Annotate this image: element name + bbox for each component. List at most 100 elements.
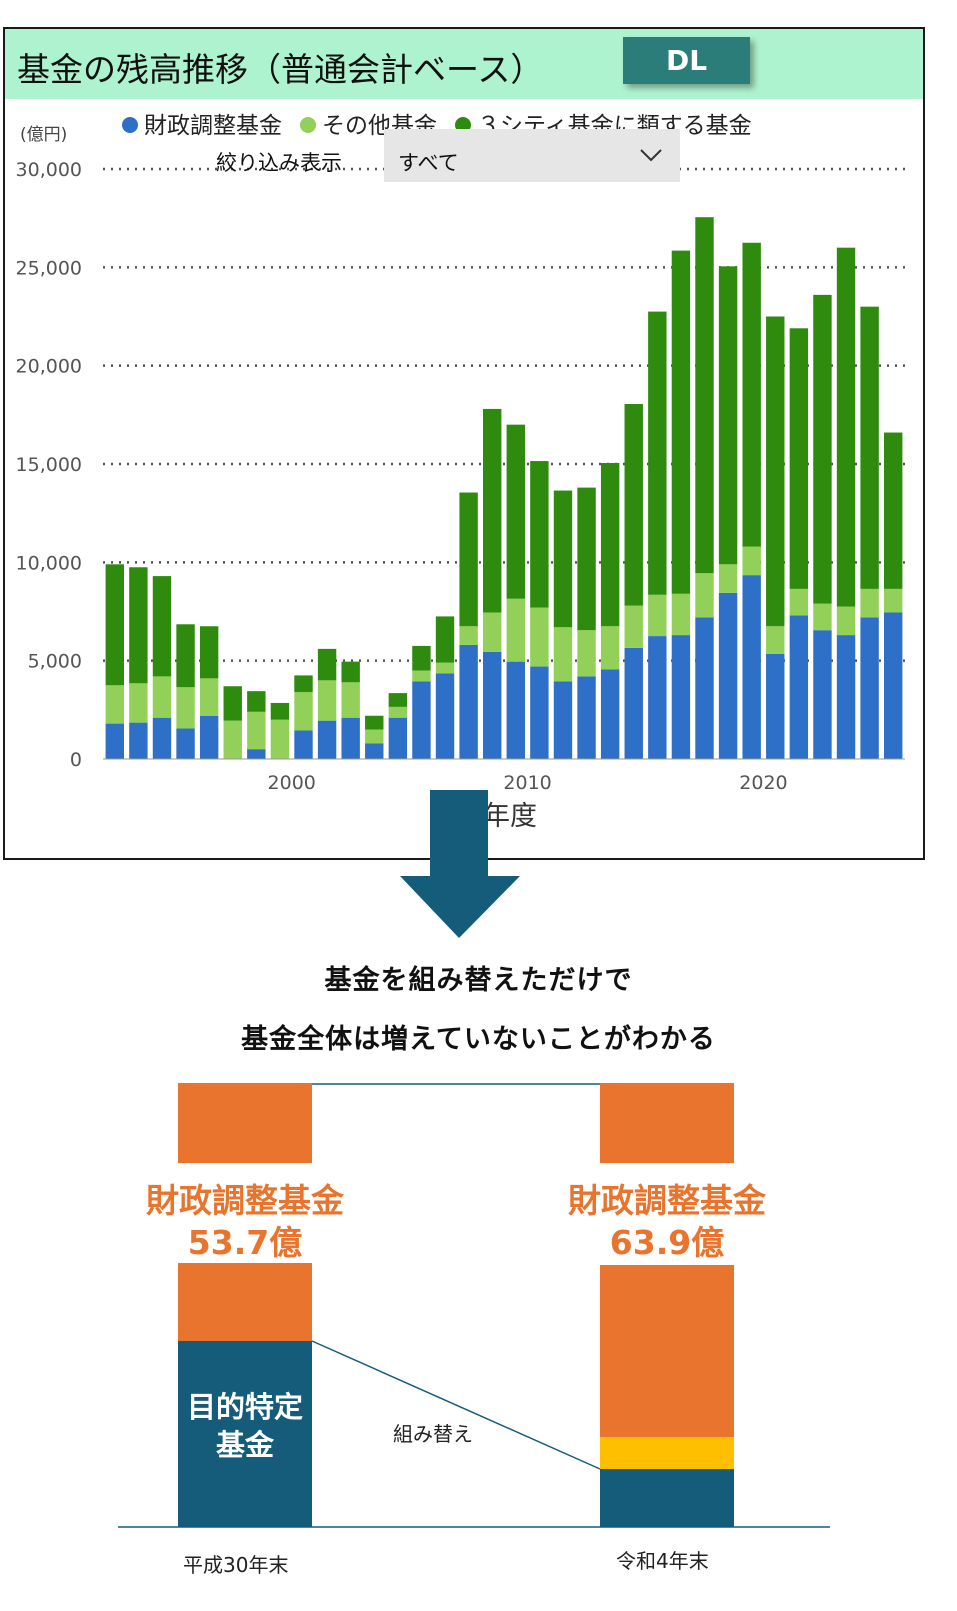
bar-segment — [223, 686, 242, 721]
bar-segment — [388, 706, 408, 718]
bar-segment — [742, 575, 761, 759]
bar-segment — [459, 492, 478, 627]
x-tick-label: 2000 — [268, 772, 316, 794]
bar-segment — [341, 661, 360, 683]
target-fund-label-line: 目的特定 — [186, 1390, 303, 1424]
bar-segment — [789, 588, 809, 616]
bar-segment — [671, 593, 691, 636]
bar-segment — [152, 676, 172, 718]
right-orange-top — [600, 1083, 734, 1163]
panel-title-bar: 基金の残高推移（普通会計ベース） DL — [5, 29, 923, 99]
bar-segment — [742, 546, 761, 576]
y-tick-label: 30,000 — [16, 159, 82, 181]
x-axis-label: 年度 — [483, 801, 537, 832]
bar-segment — [836, 635, 856, 759]
bar-segment — [129, 722, 148, 759]
x-tick-label: 2010 — [503, 772, 551, 794]
bar-segment — [317, 648, 337, 681]
bar-segment — [176, 687, 195, 729]
left-period-label: 平成30年末 — [183, 1553, 289, 1577]
bar-segment — [388, 693, 408, 707]
bar-segment — [884, 588, 903, 613]
bar-segment — [223, 720, 242, 759]
bar-segment — [247, 691, 266, 712]
bar-segment — [884, 432, 903, 589]
swap-connector-line — [311, 1340, 601, 1470]
bar-segment — [270, 719, 290, 759]
bar-segment — [789, 615, 809, 759]
left-overlay-label: 財政調整基金 53.7億 — [100, 1180, 390, 1264]
bar-segment — [199, 626, 219, 679]
bar-segment — [624, 605, 643, 648]
bar-segment — [412, 681, 431, 759]
left-overlay-value: 53.7億 — [187, 1223, 303, 1262]
swap-label: 組み替え — [393, 1422, 473, 1446]
y-tick-label: 0 — [70, 749, 82, 771]
bar-segment — [600, 626, 620, 670]
bar-segment — [294, 692, 313, 731]
bar-segment — [766, 653, 785, 759]
bar-segment — [718, 266, 738, 565]
bar-segment — [860, 588, 879, 618]
bar-segment — [671, 635, 691, 759]
bar-segment — [247, 711, 266, 750]
bar-segment — [435, 662, 455, 674]
bar-segment — [388, 717, 408, 759]
bar-segment — [129, 567, 148, 684]
bar-segment — [836, 606, 856, 636]
bar-segment — [294, 675, 313, 693]
filter-dropdown[interactable]: すべて — [384, 129, 680, 182]
y-tick-label: 5,000 — [28, 651, 82, 673]
bar-segment — [129, 683, 148, 723]
right-overlay-label: 財政調整基金 63.9億 — [522, 1180, 812, 1264]
bar-segment — [105, 564, 124, 686]
bar-segment — [648, 594, 667, 637]
download-button[interactable]: DL — [623, 37, 750, 84]
left-overlay-name: 財政調整基金 — [146, 1181, 344, 1220]
headline-line-1: 基金を組み替えただけで — [324, 965, 633, 996]
right-period-label: 令和4年末 — [616, 1549, 709, 1573]
filter-label: 絞り込み表示 — [216, 151, 342, 175]
bar-segment — [105, 685, 124, 724]
right-overlay-name: 財政調整基金 — [568, 1181, 766, 1220]
bar-segment — [577, 630, 596, 677]
bar-segment — [695, 217, 714, 574]
bar-segment — [860, 306, 879, 589]
y-unit-label: (億円) — [20, 125, 67, 145]
y-tick-label: 25,000 — [16, 257, 82, 279]
bar-segment — [695, 617, 714, 759]
headline-line-2: 基金全体は増えていないことがわかる — [241, 1024, 716, 1055]
bar-segment — [860, 617, 879, 759]
bar-segment — [813, 630, 832, 759]
bar-segment — [459, 626, 478, 645]
chevron-down-icon — [638, 141, 664, 171]
bar-segment — [412, 645, 431, 671]
fund-balance-chart: 0 5,000 10,000 15,000 20,000 25,000 30,000 (億円)… — [16, 113, 905, 832]
bar-segment — [530, 666, 549, 759]
bar-segment — [695, 573, 714, 618]
target-fund-label: 目的特定 基金 — [178, 1388, 312, 1464]
left-orange-lower — [178, 1263, 312, 1341]
bar-segment — [152, 576, 172, 677]
bar-segment — [577, 676, 596, 759]
panel-title: 基金の残高推移（普通会計ベース） — [17, 50, 544, 89]
bar-segment — [766, 316, 785, 627]
bar-segment — [483, 612, 502, 652]
bar-segment — [648, 311, 667, 595]
bar-segment — [152, 717, 172, 759]
right-orange-lower — [600, 1265, 734, 1437]
bar-segment — [624, 404, 643, 606]
bar-segment — [577, 487, 596, 631]
bar-segment — [506, 424, 525, 599]
bar-segment — [176, 624, 195, 688]
bar-segment — [270, 702, 290, 720]
bar-segment — [199, 715, 219, 759]
right-yellow-block — [600, 1437, 734, 1469]
down-arrow-icon — [400, 790, 520, 944]
bar-segment — [648, 636, 667, 759]
bar-segment — [412, 670, 431, 682]
bar-segment — [483, 651, 502, 759]
bar-segment — [742, 242, 761, 547]
bar-segment — [317, 720, 337, 759]
y-tick-label: 20,000 — [16, 356, 82, 378]
